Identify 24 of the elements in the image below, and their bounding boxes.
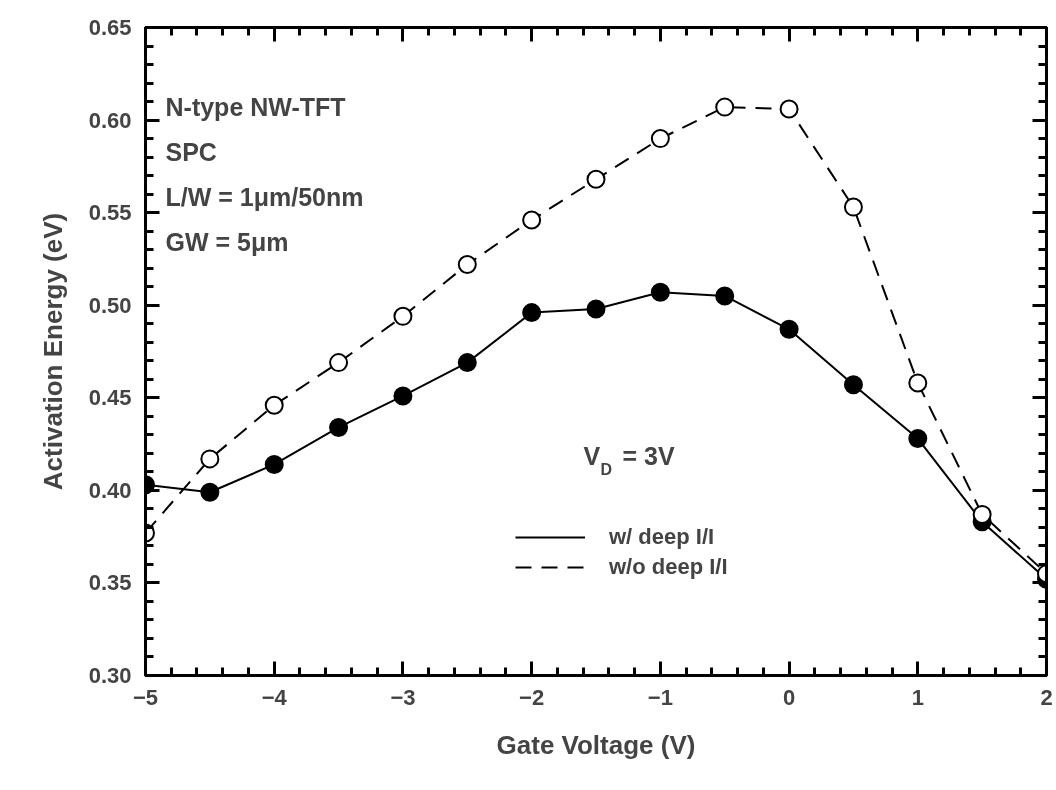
y-tick-label: 0.55	[88, 200, 132, 226]
x-tick-label: −4	[261, 684, 288, 710]
y-tick-label: 0.45	[88, 385, 132, 411]
y-tick-label: 0.30	[88, 663, 132, 688]
y-tick-label: 0.35	[88, 570, 132, 596]
x-tick-label: −5	[132, 684, 159, 710]
x-tick-label: −2	[519, 684, 545, 710]
x-tick-label: −3	[390, 684, 416, 710]
x-axis-title: Gate Voltage (V)	[496, 729, 696, 760]
x-tick-label: 0	[782, 684, 796, 710]
legend-label: w/ deep I/I	[609, 524, 715, 550]
y-axis-title: Activation Energy (eV)	[37, 212, 68, 491]
x-tick-label: 2	[1040, 684, 1053, 710]
x-tick-label: 1	[911, 684, 924, 710]
legend-label: w/o deep I/I	[609, 554, 728, 580]
y-tick-label: 0.50	[88, 292, 132, 318]
annotation: N-type NW-TFT	[165, 92, 346, 121]
y-tick-label: 0.60	[88, 107, 132, 133]
annotation: L/W = 1μm/50nm	[165, 182, 364, 211]
x-tick-label: −1	[647, 684, 673, 710]
y-tick-label: 0.65	[88, 15, 132, 40]
annotation: SPC	[165, 137, 217, 166]
y-tick-label: 0.40	[88, 477, 132, 503]
annotation: GW = 5μm	[165, 227, 289, 256]
